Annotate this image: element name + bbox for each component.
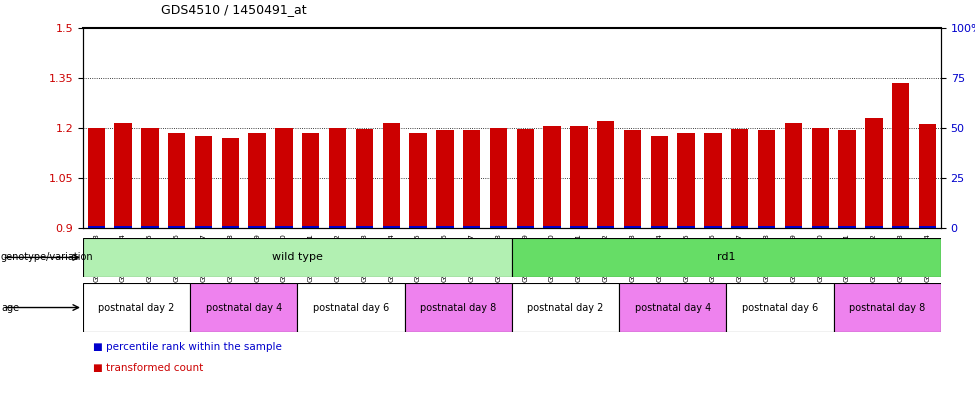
Bar: [834, 283, 941, 332]
Bar: [221, 138, 239, 228]
Text: postnatal day 8: postnatal day 8: [849, 303, 925, 312]
Bar: [114, 123, 132, 228]
Bar: [141, 128, 159, 228]
Bar: [517, 129, 534, 228]
Bar: [811, 226, 829, 228]
Text: postnatal day 4: postnatal day 4: [635, 303, 711, 312]
Bar: [410, 133, 427, 228]
Bar: [918, 226, 936, 228]
Bar: [678, 226, 695, 228]
Text: GDS4510 / 1450491_at: GDS4510 / 1450491_at: [161, 3, 306, 16]
Bar: [275, 128, 292, 228]
Bar: [302, 133, 320, 228]
Bar: [758, 226, 775, 228]
Bar: [329, 128, 346, 228]
Bar: [543, 226, 561, 228]
Bar: [726, 283, 834, 332]
Text: postnatal day 8: postnatal day 8: [420, 303, 496, 312]
Bar: [405, 283, 512, 332]
Bar: [678, 133, 695, 228]
Bar: [436, 130, 453, 228]
Bar: [190, 283, 297, 332]
Text: age: age: [1, 303, 20, 312]
Bar: [865, 226, 882, 228]
Bar: [168, 133, 185, 228]
Bar: [785, 226, 802, 228]
Bar: [329, 226, 346, 228]
Bar: [382, 123, 400, 228]
Text: postnatal day 6: postnatal day 6: [313, 303, 389, 312]
Text: postnatal day 6: postnatal day 6: [742, 303, 818, 312]
Bar: [83, 238, 512, 277]
Text: postnatal day 2: postnatal day 2: [98, 303, 175, 312]
Bar: [811, 128, 829, 228]
Text: genotype/variation: genotype/variation: [1, 252, 94, 263]
Text: postnatal day 2: postnatal day 2: [527, 303, 604, 312]
Text: ■ transformed count: ■ transformed count: [93, 364, 203, 373]
Bar: [463, 226, 481, 228]
Bar: [141, 226, 159, 228]
Bar: [918, 124, 936, 228]
Bar: [838, 226, 856, 228]
Text: rd1: rd1: [718, 252, 735, 263]
Bar: [838, 130, 856, 228]
Bar: [195, 136, 213, 228]
Bar: [382, 226, 400, 228]
Bar: [597, 121, 614, 228]
Bar: [356, 226, 373, 228]
Text: wild type: wild type: [272, 252, 323, 263]
Bar: [512, 238, 941, 277]
Bar: [704, 226, 722, 228]
Bar: [865, 118, 882, 228]
Bar: [436, 226, 453, 228]
Bar: [489, 129, 507, 228]
Bar: [543, 126, 561, 228]
Bar: [275, 226, 292, 228]
Bar: [758, 130, 775, 228]
Bar: [88, 128, 105, 228]
Bar: [704, 133, 722, 228]
Bar: [88, 226, 105, 228]
Bar: [650, 136, 668, 228]
Bar: [249, 226, 266, 228]
Text: ■ percentile rank within the sample: ■ percentile rank within the sample: [93, 342, 282, 352]
Bar: [463, 130, 481, 228]
Bar: [570, 226, 588, 228]
Text: postnatal day 4: postnatal day 4: [206, 303, 282, 312]
Bar: [297, 283, 405, 332]
Bar: [597, 226, 614, 228]
Bar: [731, 226, 749, 228]
Bar: [624, 226, 642, 228]
Bar: [785, 123, 802, 228]
Bar: [489, 226, 507, 228]
Bar: [619, 283, 726, 332]
Bar: [114, 226, 132, 228]
Bar: [570, 126, 588, 228]
Bar: [83, 283, 190, 332]
Bar: [249, 133, 266, 228]
Bar: [168, 226, 185, 228]
Bar: [731, 129, 749, 228]
Bar: [624, 130, 642, 228]
Bar: [356, 129, 373, 228]
Bar: [892, 226, 910, 228]
Bar: [195, 226, 213, 228]
Bar: [650, 226, 668, 228]
Bar: [410, 226, 427, 228]
Bar: [221, 226, 239, 228]
Bar: [892, 83, 910, 228]
Bar: [512, 283, 619, 332]
Bar: [517, 226, 534, 228]
Bar: [302, 226, 320, 228]
